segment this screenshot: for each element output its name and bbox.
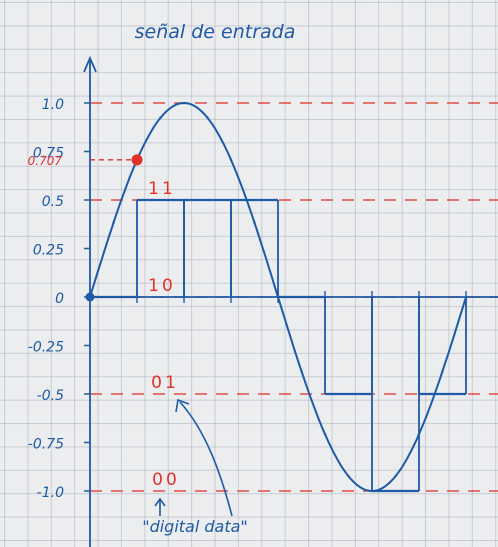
sine-point bbox=[112, 221, 115, 224]
y-tick-label: 0 bbox=[55, 291, 64, 307]
level-code-11: 11 bbox=[148, 179, 176, 199]
y-tick-label: -0.25 bbox=[28, 340, 64, 356]
level-code-01: 01 bbox=[151, 373, 179, 393]
y-tick-label: 1.0 bbox=[42, 97, 64, 113]
y-tick-label: -0.5 bbox=[37, 388, 64, 404]
sine-point bbox=[276, 295, 280, 299]
y-tick-label: -0.75 bbox=[28, 437, 64, 453]
sine-point bbox=[441, 370, 444, 373]
highlight-label: 0.707 bbox=[28, 154, 63, 168]
level-code-00: 00 bbox=[152, 470, 180, 490]
annotation-arrow-head bbox=[175, 398, 190, 413]
origin-dot bbox=[85, 292, 95, 302]
highlight-dot bbox=[131, 154, 143, 166]
sine-point bbox=[394, 475, 397, 478]
y-tick-label: 0.25 bbox=[33, 243, 64, 259]
sine-point bbox=[417, 432, 421, 436]
y-tick-label: 0.5 bbox=[42, 194, 64, 210]
sine-point bbox=[159, 116, 162, 119]
y-tick-label: 0.75 bbox=[33, 146, 64, 162]
sine-point bbox=[182, 101, 186, 105]
level-code-10: 10 bbox=[148, 276, 176, 296]
sine-point bbox=[464, 295, 468, 299]
sine-point bbox=[229, 158, 233, 162]
sine-point bbox=[206, 116, 209, 119]
annotation-arrow bbox=[179, 401, 233, 517]
chart-title: señal de entrada bbox=[135, 21, 296, 43]
sine-point bbox=[347, 475, 350, 478]
sine-point bbox=[300, 370, 303, 373]
sine-point bbox=[370, 489, 374, 493]
sine-point bbox=[253, 221, 256, 224]
annotation-arrow-head bbox=[154, 497, 166, 507]
y-axis-arrow bbox=[83, 55, 97, 73]
y-tick-label: -1.0 bbox=[37, 485, 64, 501]
annotation-digital-data: "digital data" bbox=[142, 517, 248, 536]
sine-point bbox=[323, 432, 327, 436]
